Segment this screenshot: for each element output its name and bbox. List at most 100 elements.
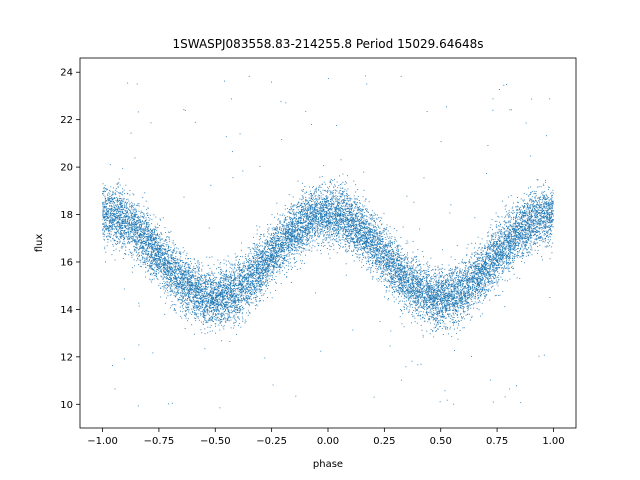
data-point — [480, 272, 482, 274]
data-point — [504, 224, 506, 226]
data-point — [347, 175, 348, 177]
data-point — [245, 312, 247, 314]
data-point — [272, 237, 274, 239]
data-point — [417, 306, 419, 308]
data-point — [391, 294, 393, 296]
data-point — [157, 223, 158, 225]
data-point — [331, 197, 333, 199]
data-point — [438, 279, 440, 281]
data-point — [207, 309, 209, 311]
data-point — [273, 228, 275, 230]
data-point — [194, 300, 196, 302]
data-point — [180, 299, 182, 301]
data-point — [537, 222, 539, 224]
data-point — [346, 212, 348, 214]
data-point — [225, 286, 227, 288]
data-point — [164, 261, 166, 263]
data-point — [333, 186, 335, 188]
data-point — [362, 243, 363, 244]
data-point — [337, 233, 339, 235]
data-point — [347, 241, 349, 243]
data-point — [526, 244, 528, 246]
data-point — [306, 218, 308, 220]
data-point — [485, 276, 487, 278]
data-point — [136, 214, 138, 216]
data-point — [389, 272, 391, 274]
data-point — [259, 284, 261, 286]
data-point — [471, 291, 473, 293]
data-point — [368, 257, 370, 259]
data-point — [306, 237, 307, 239]
data-point — [395, 281, 397, 283]
data-point — [548, 229, 550, 231]
data-point — [416, 284, 418, 286]
data-point — [304, 226, 306, 228]
data-point — [192, 300, 194, 302]
data-point — [130, 235, 132, 237]
data-point — [225, 277, 227, 279]
data-point — [406, 281, 408, 283]
data-point — [484, 245, 486, 247]
data-point — [243, 280, 245, 282]
data-point — [283, 228, 285, 230]
data-point — [367, 238, 368, 240]
data-point — [131, 238, 133, 240]
data-point — [259, 252, 261, 254]
data-point — [526, 214, 528, 216]
data-point — [268, 251, 270, 253]
data-point — [149, 236, 151, 238]
data-point — [435, 302, 437, 304]
data-point — [131, 205, 133, 207]
data-point — [132, 203, 134, 205]
data-point — [253, 257, 255, 259]
data-point — [411, 291, 413, 293]
data-point — [116, 215, 118, 217]
data-point — [151, 243, 153, 245]
data-point — [127, 228, 129, 230]
data-point — [237, 290, 239, 292]
data-point — [516, 217, 518, 219]
data-point — [103, 228, 104, 230]
data-point — [483, 272, 485, 273]
data-point — [255, 248, 257, 250]
data-point — [468, 284, 470, 286]
data-point — [450, 286, 452, 288]
data-point — [120, 231, 121, 233]
data-point — [427, 261, 429, 263]
data-point — [273, 256, 275, 258]
data-point — [323, 224, 325, 226]
data-point — [523, 248, 525, 250]
data-point — [154, 253, 156, 255]
data-point — [462, 308, 464, 310]
data-point — [419, 294, 421, 296]
data-point — [163, 259, 165, 261]
data-point — [345, 231, 347, 232]
data-point — [260, 251, 262, 253]
data-point — [247, 291, 249, 293]
data-point — [445, 328, 447, 330]
data-point — [249, 275, 251, 277]
data-point — [270, 241, 272, 243]
data-point — [506, 236, 508, 238]
data-point — [124, 252, 126, 254]
data-point — [370, 246, 372, 248]
data-point — [187, 296, 189, 298]
data-point — [396, 255, 398, 257]
data-point — [122, 234, 124, 236]
data-point — [233, 285, 235, 287]
data-point — [361, 216, 363, 218]
data-point — [196, 278, 198, 279]
data-point — [209, 320, 211, 322]
data-point — [156, 254, 158, 255]
data-point — [459, 280, 461, 282]
data-point — [444, 300, 445, 302]
data-point — [105, 214, 107, 215]
data-point — [315, 219, 317, 221]
data-point — [441, 264, 443, 266]
data-point — [188, 275, 189, 277]
data-point — [484, 269, 486, 271]
data-point — [468, 292, 470, 294]
data-point — [493, 273, 495, 275]
data-point — [195, 292, 197, 294]
data-point — [513, 239, 515, 241]
